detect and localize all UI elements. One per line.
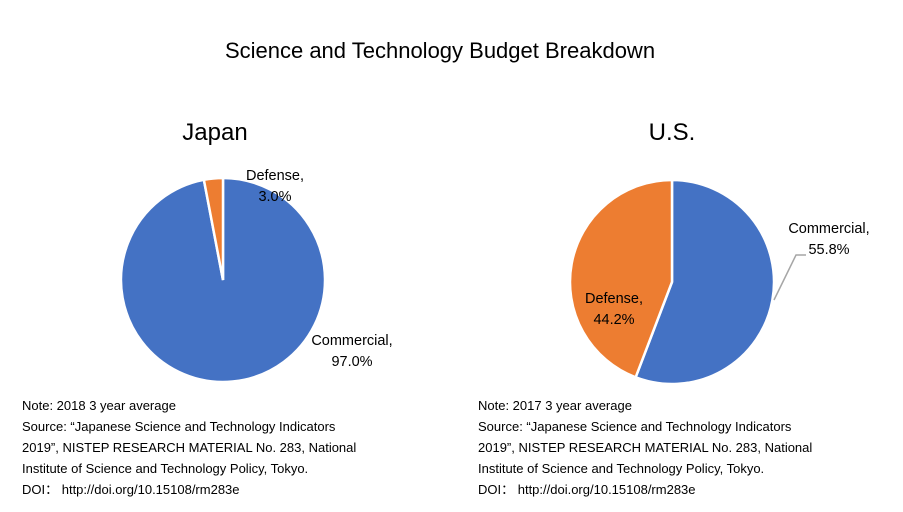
note-line: Source: “Japanese Science and Technology… xyxy=(478,419,792,434)
pie-slice-commercial xyxy=(634,178,776,386)
chart-title: Science and Technology Budget Breakdown xyxy=(225,38,655,63)
pie-slice-defense xyxy=(202,176,225,281)
data-label-value: 3.0% xyxy=(258,189,291,205)
note-line: Note: 2018 3 year average xyxy=(22,398,176,413)
japan-notes: Note: 2018 3 year average Source: “Japane… xyxy=(22,395,356,500)
japan-pie-title: Japan xyxy=(182,119,247,146)
us-pie: Commercial, 55.8% Defense, 44.2% xyxy=(568,178,870,386)
data-label-category: Defense, xyxy=(246,168,304,184)
us-pie-title: U.S. xyxy=(649,119,696,146)
note-line: Institute of Science and Technology Poli… xyxy=(22,461,309,476)
data-label-value: 55.8% xyxy=(808,242,849,258)
us-notes: Note: 2017 3 year average Source: “Japane… xyxy=(478,395,812,500)
leader-line xyxy=(773,254,806,301)
pie-slice-defense xyxy=(568,178,674,379)
data-label-value: 44.2% xyxy=(593,312,634,328)
note-line: Institute of Science and Technology Poli… xyxy=(478,461,765,476)
data-label-value: 97.0% xyxy=(331,354,372,370)
data-label-category: Commercial, xyxy=(788,221,869,237)
note-line: 2019”, NISTEP RESEARCH MATERIAL No. 283,… xyxy=(478,440,813,455)
note-line: 2019”, NISTEP RESEARCH MATERIAL No. 283,… xyxy=(22,440,357,455)
note-line: Source: “Japanese Science and Technology… xyxy=(22,419,336,434)
note-line: DOI： http://doi.org/10.15108/rm283e xyxy=(478,482,696,497)
japan-pie: Commercial, 97.0% Defense, 3.0% xyxy=(119,168,393,384)
note-line: Note: 2017 3 year average xyxy=(478,398,632,413)
data-label-category: Commercial, xyxy=(311,333,392,349)
data-label-category: Defense, xyxy=(585,291,643,307)
note-line: DOI： http://doi.org/10.15108/rm283e xyxy=(22,482,240,497)
